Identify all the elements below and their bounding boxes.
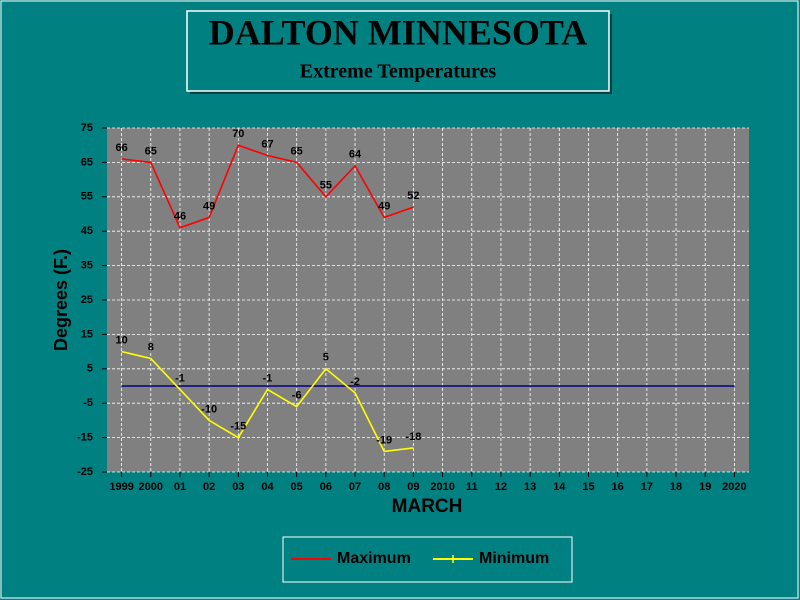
title-box (186, 10, 610, 92)
data-label: -1 (263, 372, 273, 384)
x-tick-label: 01 (174, 481, 186, 493)
data-line (121, 144, 414, 229)
data-label: -15 (230, 421, 246, 433)
x-tick-label: 13 (524, 481, 536, 493)
x-tick-label: 08 (378, 481, 390, 493)
x-tick-label: 18 (670, 481, 682, 493)
y-tick-label: -15 (77, 432, 93, 444)
data-label: 64 (349, 149, 362, 161)
x-tick-label: 2000 (139, 481, 163, 493)
data-label: 67 (261, 138, 273, 150)
y-tick-label: 25 (81, 294, 93, 306)
y-tick-label: 65 (81, 156, 93, 168)
x-tick-label: 04 (261, 481, 274, 493)
x-tick-label: 14 (553, 481, 566, 493)
y-axis-label: Degrees (F.) (51, 249, 71, 351)
data-label: 10 (115, 335, 127, 347)
legend-label: Minimum (479, 550, 549, 567)
data-label: -2 (350, 376, 360, 388)
data-label: 46 (174, 211, 186, 223)
y-tick-label: 5 (87, 363, 93, 375)
x-tick-label: 17 (641, 481, 653, 493)
x-tick-label: 16 (612, 481, 624, 493)
legend-label: Maximum (337, 550, 411, 567)
y-tick-label: 45 (81, 225, 93, 237)
x-tick-label: 19 (699, 481, 711, 493)
y-tick-label: 35 (81, 260, 93, 272)
y-tick-label: 55 (81, 191, 93, 203)
data-label: 8 (148, 341, 154, 353)
x-tick-label: 09 (407, 481, 419, 493)
x-tick-label: 02 (203, 481, 215, 493)
chart-subtitle: Extreme Temperatures (300, 61, 497, 83)
y-tick-label: -25 (77, 466, 93, 478)
x-tick-label: 1999 (109, 481, 133, 493)
data-label: 49 (203, 200, 215, 212)
data-label: 49 (378, 200, 390, 212)
data-label: -19 (376, 434, 392, 446)
data-label: 65 (145, 145, 157, 157)
data-line (121, 350, 414, 453)
x-tick-label: 2010 (430, 481, 454, 493)
x-tick-label: 07 (349, 481, 361, 493)
data-label: 52 (407, 190, 419, 202)
data-label: 5 (323, 352, 329, 364)
data-label: -6 (292, 390, 302, 402)
data-label: 70 (232, 128, 244, 140)
x-tick-label: 05 (291, 481, 303, 493)
y-tick-label: 15 (81, 328, 93, 340)
x-tick-label: 03 (232, 481, 244, 493)
x-tick-label: 12 (495, 481, 507, 493)
data-label: 65 (291, 145, 303, 157)
x-tick-label: 06 (320, 481, 332, 493)
y-tick-label: 75 (81, 122, 93, 134)
x-tick-label: 2020 (722, 481, 746, 493)
chart-title: DALTON MINNESOTA (209, 12, 587, 52)
y-tick-label: -5 (83, 397, 93, 409)
legend-box (282, 536, 573, 583)
data-label: -1 (175, 372, 185, 384)
x-tick-label: 11 (466, 481, 478, 493)
data-label: -10 (201, 403, 217, 415)
x-tick-label: 15 (582, 481, 594, 493)
data-label: -18 (405, 431, 421, 443)
data-label: 66 (115, 142, 127, 154)
x-axis-label: MARCH (392, 496, 463, 517)
data-label: 55 (320, 180, 332, 192)
